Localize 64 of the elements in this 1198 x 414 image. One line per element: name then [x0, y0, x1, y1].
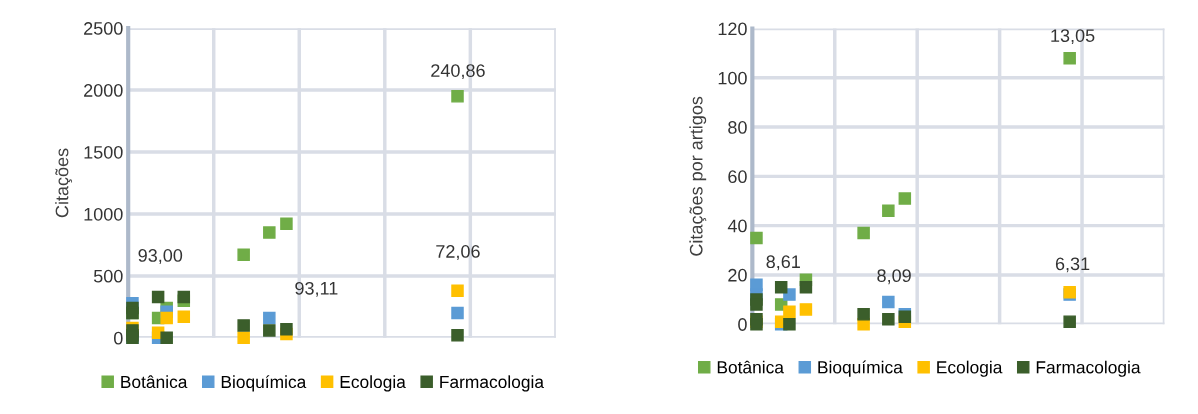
annotation: 93,11	[295, 281, 338, 297]
point	[280, 217, 293, 231]
point	[237, 319, 250, 332]
y-axis-title: Citações por artigos	[689, 96, 707, 256]
point	[237, 331, 250, 345]
point	[783, 305, 796, 319]
point	[882, 204, 895, 218]
point	[1063, 51, 1076, 65]
point	[898, 192, 912, 205]
annotation: 8,61	[766, 255, 800, 271]
point	[263, 311, 276, 325]
y-tick-label: 100	[718, 71, 747, 85]
legend-label: Farmacologia	[1036, 360, 1141, 377]
y-tick-label: 40	[727, 219, 747, 233]
point	[263, 324, 276, 337]
annotation: 72,06	[436, 245, 480, 260]
y-tick-label: 80	[728, 121, 747, 134]
point	[799, 303, 813, 316]
point	[783, 288, 796, 301]
annotation: 13,05	[1051, 29, 1095, 45]
y-tick-label: 60	[728, 170, 747, 184]
legend-label: Farmacologia	[440, 375, 545, 392]
point	[177, 310, 191, 324]
point	[750, 231, 763, 245]
y-tick-label: 0	[738, 318, 747, 331]
y-tick-label: 1500	[84, 145, 123, 159]
legend-label: Ecologia	[340, 375, 406, 392]
point	[783, 317, 796, 331]
legend-label: Botânica	[717, 360, 784, 374]
y-tick-label: 2000	[84, 84, 123, 97]
point	[882, 295, 895, 309]
point	[237, 248, 250, 262]
y-axis-title: Citações	[55, 148, 73, 218]
point	[151, 290, 165, 304]
point	[280, 322, 293, 336]
legend-label: Bioquímica	[221, 375, 307, 392]
point	[263, 226, 276, 239]
point	[1063, 315, 1076, 328]
point	[451, 284, 464, 298]
annotation: 8,09	[877, 269, 911, 285]
point	[774, 280, 788, 294]
point	[177, 290, 191, 304]
y-tick-label: 20	[728, 268, 747, 282]
point	[160, 331, 173, 345]
y-tick-label: 0	[113, 331, 123, 345]
legend-label: Bioquímica	[818, 360, 903, 377]
point	[160, 311, 173, 325]
point	[451, 329, 464, 342]
y-tick-label: 120	[718, 22, 747, 36]
point	[750, 298, 763, 311]
annotation: 240,86	[431, 64, 485, 80]
y-tick-label: 500	[93, 269, 123, 283]
y-tick-label: 2500	[84, 22, 123, 35]
point	[451, 90, 464, 103]
y-tick-label: 1000	[84, 207, 123, 221]
point	[857, 308, 870, 321]
point	[857, 226, 870, 240]
legend-label: Botânica	[121, 375, 188, 389]
point	[882, 312, 895, 326]
point	[451, 306, 464, 320]
point	[799, 280, 813, 294]
annotation: 93,00	[138, 249, 183, 264]
legend-label: Ecologia	[937, 360, 1003, 377]
annotation: 6,31	[1055, 257, 1090, 273]
